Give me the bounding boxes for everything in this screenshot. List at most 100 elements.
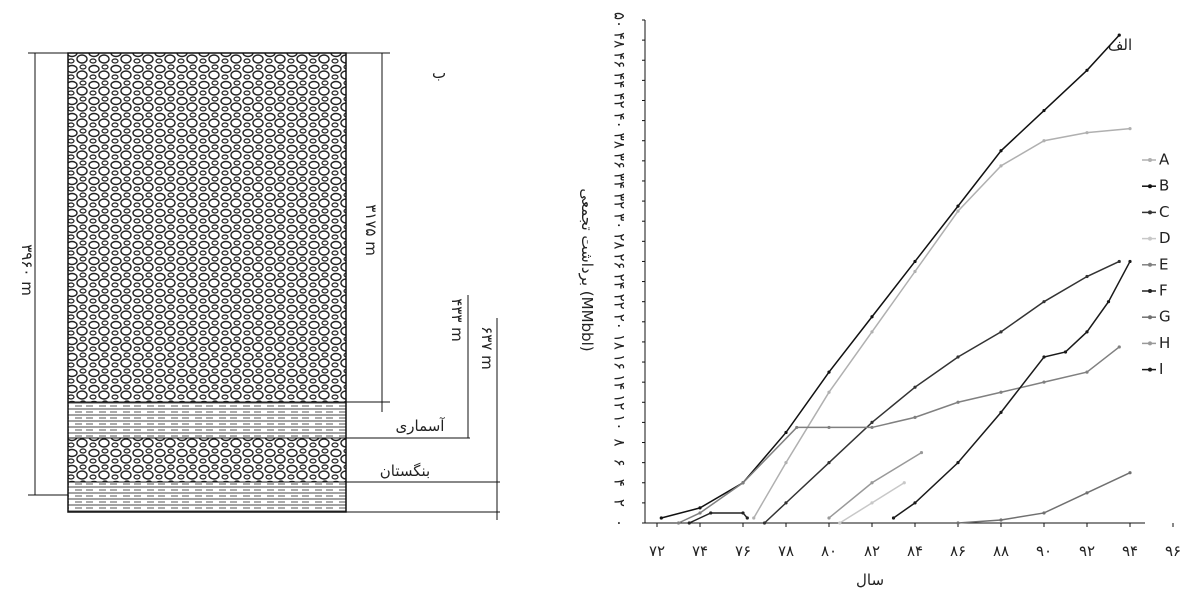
x-tick-label: ۹۶ (1165, 542, 1181, 560)
data-point (891, 516, 896, 520)
x-tick-label: ۸۲ (864, 542, 880, 560)
data-point (659, 516, 663, 520)
data-point (1106, 300, 1111, 304)
data-point (870, 420, 874, 424)
dimension-label: ۶۳۷ m (478, 326, 496, 370)
data-point (956, 461, 960, 465)
y-tick-label: ۲۴ (611, 273, 629, 289)
data-point (902, 481, 906, 485)
data-point (913, 501, 917, 505)
y-tick-label: ۴ (611, 479, 629, 487)
y-tick-label: ۸ (611, 438, 629, 446)
data-point (687, 521, 691, 525)
y-tick-label: ۱۸ (611, 334, 629, 350)
dimension-label: ۳۱۷۵ m (362, 204, 380, 256)
y-tick-label: ۱۲ (611, 394, 629, 410)
legend-label: G (1159, 308, 1171, 326)
data-point (676, 521, 681, 525)
legend-marker (1148, 315, 1152, 320)
data-point (1042, 139, 1046, 143)
data-point (741, 511, 745, 515)
data-point (956, 355, 960, 359)
data-point (870, 481, 874, 485)
data-point (1085, 274, 1089, 279)
x-tick-label: ۸۴ (907, 542, 923, 560)
legend-marker (1148, 341, 1152, 346)
data-point (784, 501, 788, 505)
y-tick-label: ۴۸ (611, 32, 629, 48)
formation-label: آسماری (396, 417, 446, 435)
y-tick-label: ۲۰ (611, 314, 629, 330)
legend-marker (1148, 262, 1152, 267)
legend-label: A (1159, 151, 1170, 169)
dimension-label: ۳۹۶۰ m (18, 244, 36, 296)
data-point (1085, 131, 1089, 135)
data-point (999, 410, 1003, 414)
data-point (698, 511, 702, 515)
data-point (1117, 345, 1121, 349)
y-tick-label: ۱۴ (611, 374, 629, 390)
data-point (999, 390, 1003, 394)
x-tick-label: ۹۲ (1079, 542, 1095, 560)
data-point (956, 209, 960, 213)
y-tick-label: ۲ (611, 499, 629, 507)
data-point (913, 415, 917, 419)
data-point (827, 516, 831, 520)
y-tick-label: ۶ (611, 459, 629, 467)
series-line (753, 127, 1131, 519)
data-point (1117, 33, 1121, 37)
y-tick-label: ۵۰ (611, 12, 629, 28)
data-point (1117, 259, 1121, 264)
series-line (678, 346, 1120, 524)
legend-marker (1148, 289, 1152, 293)
y-tick-label: ۳۲ (611, 193, 629, 209)
data-point (870, 315, 874, 319)
data-point (1042, 300, 1046, 304)
data-point (784, 461, 788, 465)
legend-marker (1148, 210, 1152, 215)
y-tick-label: ۱۰ (611, 414, 629, 430)
x-tick-label: ۷۲ (649, 542, 665, 560)
series-line (688, 512, 748, 524)
data-point (827, 370, 831, 374)
data-point (870, 501, 874, 505)
data-point (827, 425, 831, 430)
data-point (709, 511, 713, 515)
series-line (763, 260, 1120, 524)
data-point (999, 330, 1003, 334)
data-point (1042, 108, 1046, 113)
y-tick-label: ۲۶ (611, 253, 629, 269)
data-point (1128, 471, 1132, 475)
data-point (784, 430, 788, 435)
data-point (752, 516, 756, 520)
legend-marker (1148, 184, 1152, 189)
dimension-label: ۴۳۳ m (448, 298, 466, 342)
data-point (956, 400, 960, 404)
legend-label: E (1159, 255, 1168, 273)
data-point (1085, 68, 1089, 72)
data-point (1128, 127, 1132, 131)
geologic-column (28, 52, 500, 520)
data-point (913, 385, 917, 389)
legend-label: H (1159, 334, 1170, 352)
y-tick-label: ۴۰ (611, 113, 629, 129)
data-point (795, 425, 799, 430)
data-point (1085, 370, 1089, 374)
x-tick-label: ۸۶ (950, 542, 966, 560)
y-tick-label: ۲۸ (611, 233, 629, 249)
legend-marker (1148, 367, 1152, 372)
annotation: الف (1108, 36, 1132, 54)
data-point (1042, 511, 1046, 515)
series-line (661, 34, 1120, 519)
panel-label: ب (432, 64, 446, 82)
data-point (762, 521, 767, 525)
data-point (999, 164, 1003, 168)
data-point (1085, 330, 1089, 334)
y-tick-label: ۱۶ (611, 354, 629, 370)
data-point (870, 330, 874, 334)
line-chart: ۰۲۴۶۸۱۰۱۲۱۴۱۶۱۸۲۰۲۲۲۴۲۶۲۸۳۰۳۲۳۴۳۶۳۸۴۰۴۲۴… (578, 12, 1181, 589)
data-point (1128, 259, 1132, 264)
data-point (956, 204, 960, 208)
